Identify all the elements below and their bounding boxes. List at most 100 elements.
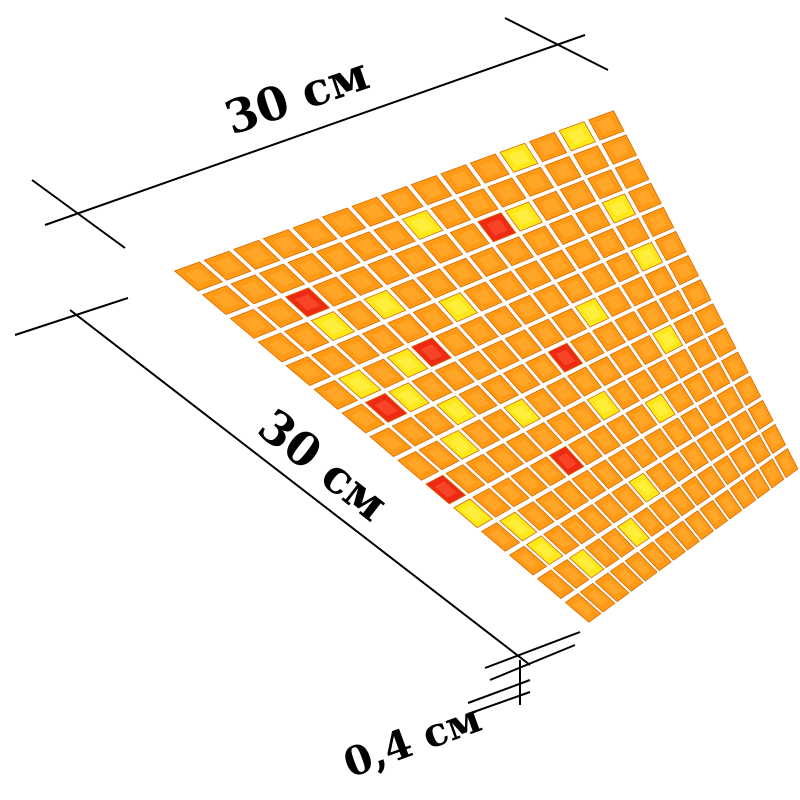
tile-highlight [669, 424, 686, 441]
tile-highlight [596, 117, 617, 134]
tile-highlight [602, 579, 622, 596]
tile-highlight [240, 315, 267, 332]
tile-highlight [577, 555, 597, 572]
tile-highlight [214, 257, 241, 274]
tile-highlight [573, 245, 593, 263]
tile-highlight [396, 320, 420, 337]
tile-highlight [468, 195, 490, 212]
tile-highlight [598, 235, 618, 252]
tile-highlight [467, 391, 489, 409]
tile-highlight [519, 473, 540, 490]
tile-highlight [548, 256, 568, 273]
tile-highlight [523, 267, 544, 284]
tile-highlight [644, 307, 662, 324]
tile-highlight [538, 463, 558, 480]
tile-highlight [354, 238, 379, 255]
tile-highlight [494, 450, 516, 467]
tile-highlight [504, 243, 526, 260]
tile-highlight [588, 589, 608, 606]
tile-highlight [597, 466, 616, 483]
tile-highlight [751, 441, 766, 458]
tile-highlight [321, 352, 346, 369]
tile-highlight [439, 205, 462, 223]
tile-highlight [635, 189, 655, 206]
tile-highlight [634, 376, 652, 393]
tile-highlight [322, 283, 347, 300]
tile-highlight [714, 334, 730, 351]
tile-highlight [593, 545, 612, 562]
tile-highlight [720, 427, 736, 444]
tile-highlight [212, 292, 240, 309]
tile-highlight [452, 264, 474, 281]
tile-highlight [294, 328, 320, 345]
tile-highlight [492, 312, 514, 329]
tile-highlight [727, 358, 743, 375]
tile-highlight [428, 447, 451, 464]
tile-highlight [688, 286, 705, 303]
tile-highlight [530, 232, 552, 249]
tile-highlight [540, 197, 562, 215]
tile-highlight [486, 219, 508, 236]
tile-highlight [431, 240, 454, 257]
tile-highlight [766, 430, 781, 448]
tile-highlight [459, 229, 481, 247]
tile-highlight [619, 490, 637, 507]
tile-highlight [753, 406, 768, 423]
tile-highlight [447, 299, 470, 316]
tile-highlight [511, 370, 532, 387]
tile-highlight [382, 227, 407, 244]
tile-highlight [750, 475, 765, 492]
mosaic-tile-sheet [173, 110, 799, 623]
tile-highlight [404, 251, 428, 268]
tile-highlight [273, 235, 299, 253]
tile-highlight [617, 352, 636, 369]
tile-highlight [543, 497, 564, 514]
tile-highlight [691, 517, 708, 534]
tile-highlight [444, 368, 466, 385]
tile-highlight [706, 506, 722, 523]
tile-highlight [351, 410, 376, 427]
tile-highlight [647, 548, 665, 565]
tile-highlight [582, 304, 602, 321]
tile-highlight [670, 389, 688, 407]
tile-highlight [555, 349, 576, 366]
tile-highlight [640, 513, 658, 531]
tile-highlight [434, 481, 457, 498]
tile-highlight [622, 165, 642, 182]
tile-highlight [541, 291, 562, 308]
tile-highlight [632, 558, 651, 575]
tile-highlight [704, 403, 721, 420]
tile-highlight [722, 393, 738, 410]
tile-highlight [513, 208, 535, 225]
tile-highlight [708, 368, 725, 386]
tile-highlight [508, 149, 530, 166]
thickness-label: 0,4 см [337, 694, 487, 787]
tile-highlight [243, 246, 270, 263]
tile-highlight [500, 484, 522, 501]
tile-highlight [567, 128, 588, 145]
tile-highlight [302, 225, 328, 242]
tile-highlight [320, 318, 346, 335]
tile-highlight [672, 493, 689, 510]
tile-highlight [638, 341, 656, 359]
tile-highlight [478, 253, 500, 271]
tile-highlight [608, 534, 628, 551]
tile-highlight [474, 460, 496, 477]
tile-highlight [390, 192, 415, 210]
tile-highlight [454, 471, 477, 488]
tile-highlight [596, 362, 615, 380]
tile-highlight [659, 331, 677, 348]
tile-highlight [449, 171, 472, 188]
tile-highlight [508, 518, 529, 535]
tile-highlight [372, 365, 396, 382]
tile-highlight [740, 382, 756, 399]
tile-highlight [490, 528, 512, 545]
tile-highlight [575, 373, 595, 390]
tile-highlight [669, 458, 686, 476]
tile-highlight [568, 521, 588, 538]
tile-highlight [468, 322, 491, 340]
tile-highlight [615, 455, 634, 472]
tile-highlight [680, 320, 697, 338]
tile-highlight [423, 413, 446, 430]
